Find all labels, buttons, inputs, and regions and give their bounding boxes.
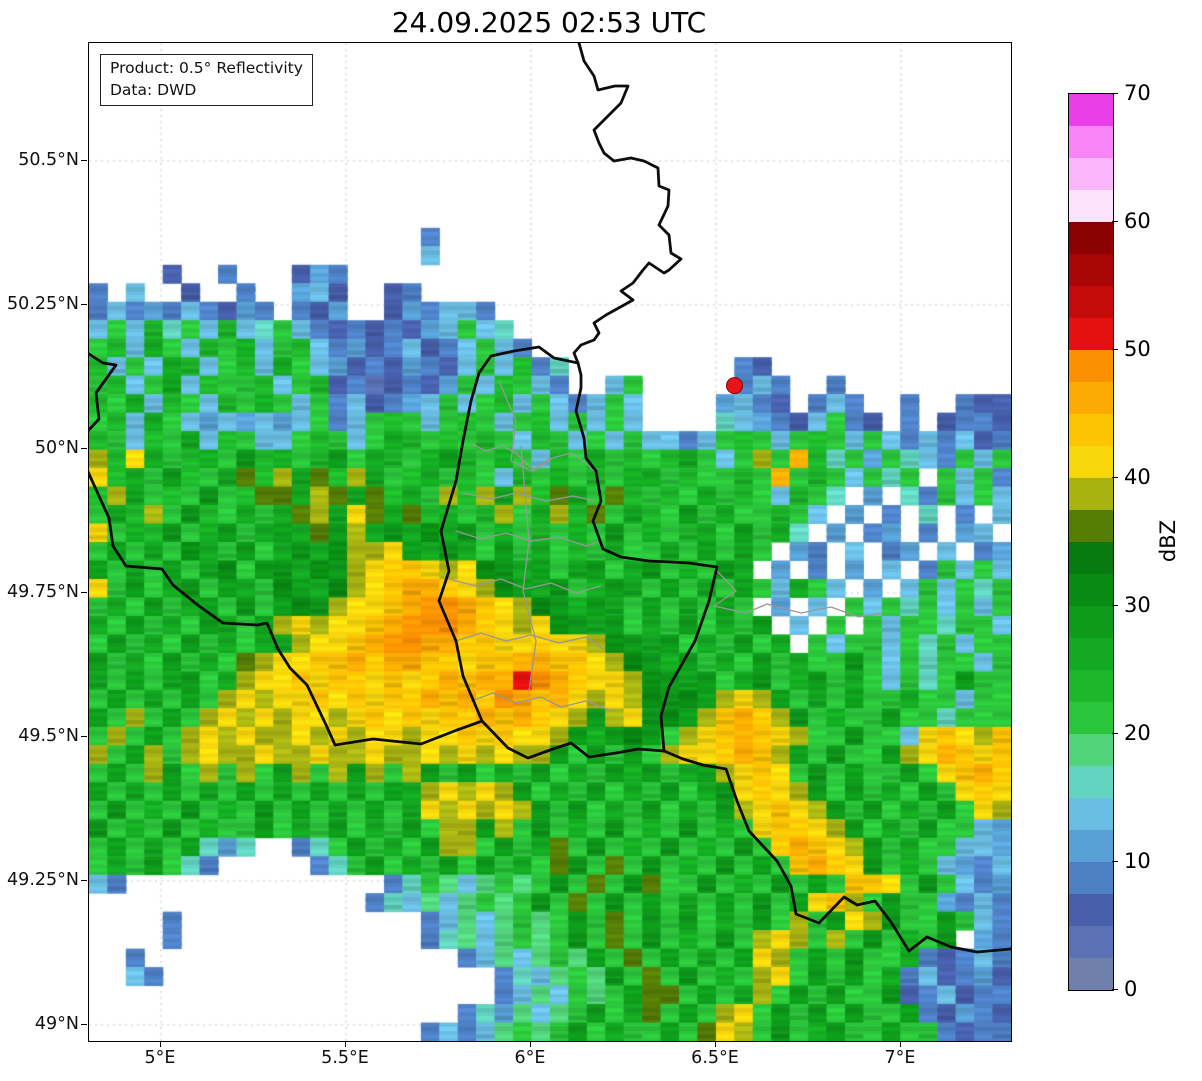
reflectivity-raster [89,43,1011,1041]
colorbar-tick-label: 0 [1124,977,1138,1001]
national-border-line [437,345,666,760]
figure-title: 24.09.2025 02:53 UTC [391,6,707,39]
colorbar-tick-mark [1112,861,1118,863]
colorbar-tick-mark [1112,349,1118,351]
regional-border-line [455,632,604,650]
colorbar-tick-label: 40 [1124,465,1151,489]
y-tick-label: 50°N [34,438,79,458]
national-border-line [89,352,484,747]
x-tick-mark [715,1041,717,1047]
colorbar-segment [1069,957,1113,990]
colorbar-segment [1069,253,1113,286]
map-plot-area [88,42,1012,1042]
radar-site-marker [726,377,743,395]
x-tick-mark [900,1041,902,1047]
regional-border-line [713,570,882,618]
data-source-line: Data: DWD [110,80,197,99]
colorbar-segment [1069,797,1113,830]
colorbar-segment [1069,925,1113,958]
y-tick-mark [81,304,87,306]
colorbar-segment [1069,637,1113,670]
regional-border-line [455,530,602,547]
y-tick-mark [81,1024,87,1026]
colorbar-segment [1069,445,1113,478]
colorbar-segment [1069,893,1113,926]
colorbar-tick-mark [1112,733,1118,735]
product-line: Product: 0.5° Reflectivity [110,59,303,77]
colorbar-segment [1069,733,1113,766]
y-tick-label: 49°N [34,1014,79,1034]
y-tick-mark [81,592,87,594]
y-tick-mark [81,736,87,738]
colorbar-tick-label: 60 [1124,209,1151,233]
colorbar-segment [1069,413,1113,446]
y-tick-mark [81,448,87,450]
y-tick-label: 49.25°N [7,870,79,890]
colorbar-segment [1069,317,1113,350]
regional-border-line [470,692,612,712]
x-tick-label: 6°E [514,1048,546,1068]
regional-border-line [462,492,596,502]
x-tick-label: 5°E [144,1048,176,1068]
colorbar-segment [1069,541,1113,574]
colorbar-tick-mark [1112,93,1118,95]
colorbar-segment [1069,381,1113,414]
colorbar-segment [1069,701,1113,734]
national-border-line [572,43,683,365]
colorbar-segment [1069,765,1113,798]
y-tick-label: 49.5°N [18,726,79,746]
colorbar-segment [1069,861,1113,894]
colorbar-segment [1069,157,1113,190]
x-tick-mark [160,1041,162,1047]
colorbar-tick-mark [1112,477,1118,479]
colorbar-tick-label: 30 [1124,593,1151,617]
x-tick-label: 6.5°E [691,1048,739,1068]
colorbar-tick-label: 20 [1124,721,1151,745]
product-info-box: Product: 0.5° Reflectivity Data: DWD [100,54,313,107]
colorbar-segment [1069,509,1113,542]
colorbar-segment [1069,221,1113,254]
colorbar-tick-label: 70 [1124,81,1151,105]
y-tick-label: 49.75°N [7,582,79,602]
colorbar-segment [1069,477,1113,510]
colorbar-tick-label: 50 [1124,337,1151,361]
colorbar-tick-label: 10 [1124,849,1151,873]
colorbar-segment [1069,829,1113,862]
regional-border-line [448,578,602,594]
borders-overlay [89,43,1011,954]
colorbar-label: dBZ [1156,519,1180,563]
colorbar-tick-mark [1112,221,1118,223]
colorbar-segment [1069,669,1113,702]
colorbar [1068,93,1114,991]
national-border-line [574,361,719,753]
colorbar-segment [1069,285,1113,318]
y-tick-mark [81,160,87,162]
y-tick-mark [81,880,87,882]
x-tick-label: 5.5°E [321,1048,369,1068]
colorbar-segment [1069,605,1113,638]
x-tick-label: 7°E [884,1048,916,1068]
x-tick-mark [530,1041,532,1047]
national-border-line [662,749,1011,954]
x-tick-mark [345,1041,347,1047]
regional-border-line [471,443,552,472]
colorbar-segment [1069,93,1113,126]
y-tick-label: 50.25°N [7,294,79,314]
regional-border-line [520,445,537,692]
colorbar-tick-mark [1112,605,1118,607]
colorbar-segment [1069,189,1113,222]
colorbar-segment [1069,573,1113,606]
colorbar-segment [1069,349,1113,382]
colorbar-tick-mark [1112,989,1118,991]
y-tick-label: 50.5°N [18,150,79,170]
regional-border-line [498,380,595,472]
colorbar-segment [1069,125,1113,158]
